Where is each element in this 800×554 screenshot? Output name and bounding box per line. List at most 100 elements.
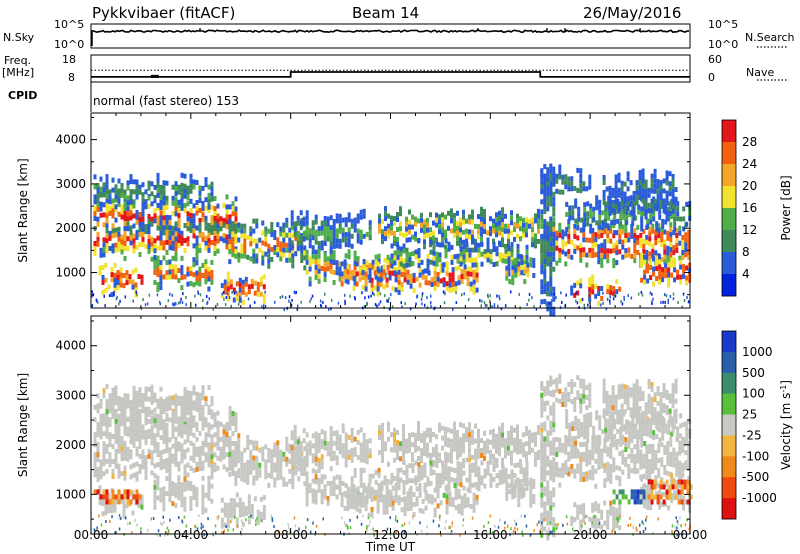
power-cell [592,206,596,212]
velocity-cell [252,480,256,486]
power-speckle [291,298,293,302]
velocity-cell [219,451,223,457]
power-cell [393,241,396,246]
velocity-cell [471,434,474,440]
power-cell [679,259,683,265]
power-cell [432,235,435,241]
power-cell [664,273,668,279]
velocity-cell [627,443,631,449]
power-cell [262,274,266,280]
velocity-cell [305,491,309,497]
velocity-cell [329,480,333,486]
velocity-cell [352,494,356,500]
power-speckle [609,299,611,303]
power-cell [117,226,121,232]
power-cell [180,285,184,291]
velocity-cell [573,407,577,412]
power-cell [123,246,127,251]
power-cell [198,185,202,191]
power-cell [258,237,262,243]
velocity-cell [636,458,640,464]
velocity-cell [282,476,286,482]
power-cell [615,289,619,295]
velocity-cell [564,392,568,398]
power-cell [93,216,97,221]
power-cell [326,221,330,227]
velocity-cell [444,470,448,476]
power-cell [338,243,342,249]
power-cell [150,181,154,187]
power-cell [522,217,525,223]
velocity-cell [368,473,372,479]
velocity-cell [376,498,380,504]
power-cell [376,281,380,287]
power-cell [582,252,586,258]
velocity-cell [492,433,495,439]
power-cell [213,246,217,251]
power-cell [189,223,193,228]
velocity-cell [341,443,345,449]
velocity-cell [341,453,345,459]
power-colorbar-segment [722,142,736,165]
velocity-cell [585,446,589,452]
velocity-cell [621,434,625,440]
power-speckle [429,301,432,304]
velocity-cell [195,502,199,507]
power-cell [617,172,621,178]
power-cell [486,230,489,236]
power-cell [540,264,544,270]
velocity-cell [564,445,568,450]
velocity-cell [186,410,190,416]
velocity-cell [156,462,160,468]
power-cell [305,249,309,255]
velocity-cell [228,435,232,441]
power-cell [131,269,135,275]
velocity-cell [621,469,625,475]
power-cell [591,284,595,290]
velocity-cell [159,425,163,431]
velocity-cell [498,470,502,476]
power-cell [353,250,357,256]
velocity-cell [362,482,366,488]
velocity-cell [180,433,184,439]
velocity-cell [273,447,277,453]
velocity-cell [441,425,444,431]
velocity-cell [483,445,486,451]
velocity-cell [344,437,348,443]
power-cell [105,203,109,209]
velocity-cell [207,385,211,390]
velocity-cell [411,452,414,458]
power-cell [234,228,238,234]
velocity-cell [207,457,211,463]
velocity-cell [198,461,202,467]
velocity-cell [402,439,405,444]
power-cell [111,213,115,219]
power-cell [132,223,136,229]
power-cell [445,286,449,292]
velocity-cell [104,510,108,516]
power-cell [610,199,614,205]
power-cell [192,272,196,278]
power-cell [564,231,568,237]
power-speckle [493,305,496,309]
power-cell [555,230,559,236]
velocity-cell [129,464,133,470]
power-speckle [606,297,609,301]
velocity-cell [204,432,208,438]
power-cell [144,204,148,210]
power-cell [598,224,602,230]
power-speckle [687,300,690,304]
power-cell [159,189,163,195]
power-cell [116,285,120,290]
velocity-cell [256,514,260,520]
power-cell [378,228,381,234]
velocity-cell [186,390,190,396]
power-cell [96,206,100,212]
power-cell [453,222,456,228]
power-cell [549,276,553,282]
velocity-cell [447,427,450,433]
velocity-cell [201,494,205,500]
velocity-cell [189,430,193,436]
power-speckle [283,308,285,311]
velocity-cell [171,395,175,401]
